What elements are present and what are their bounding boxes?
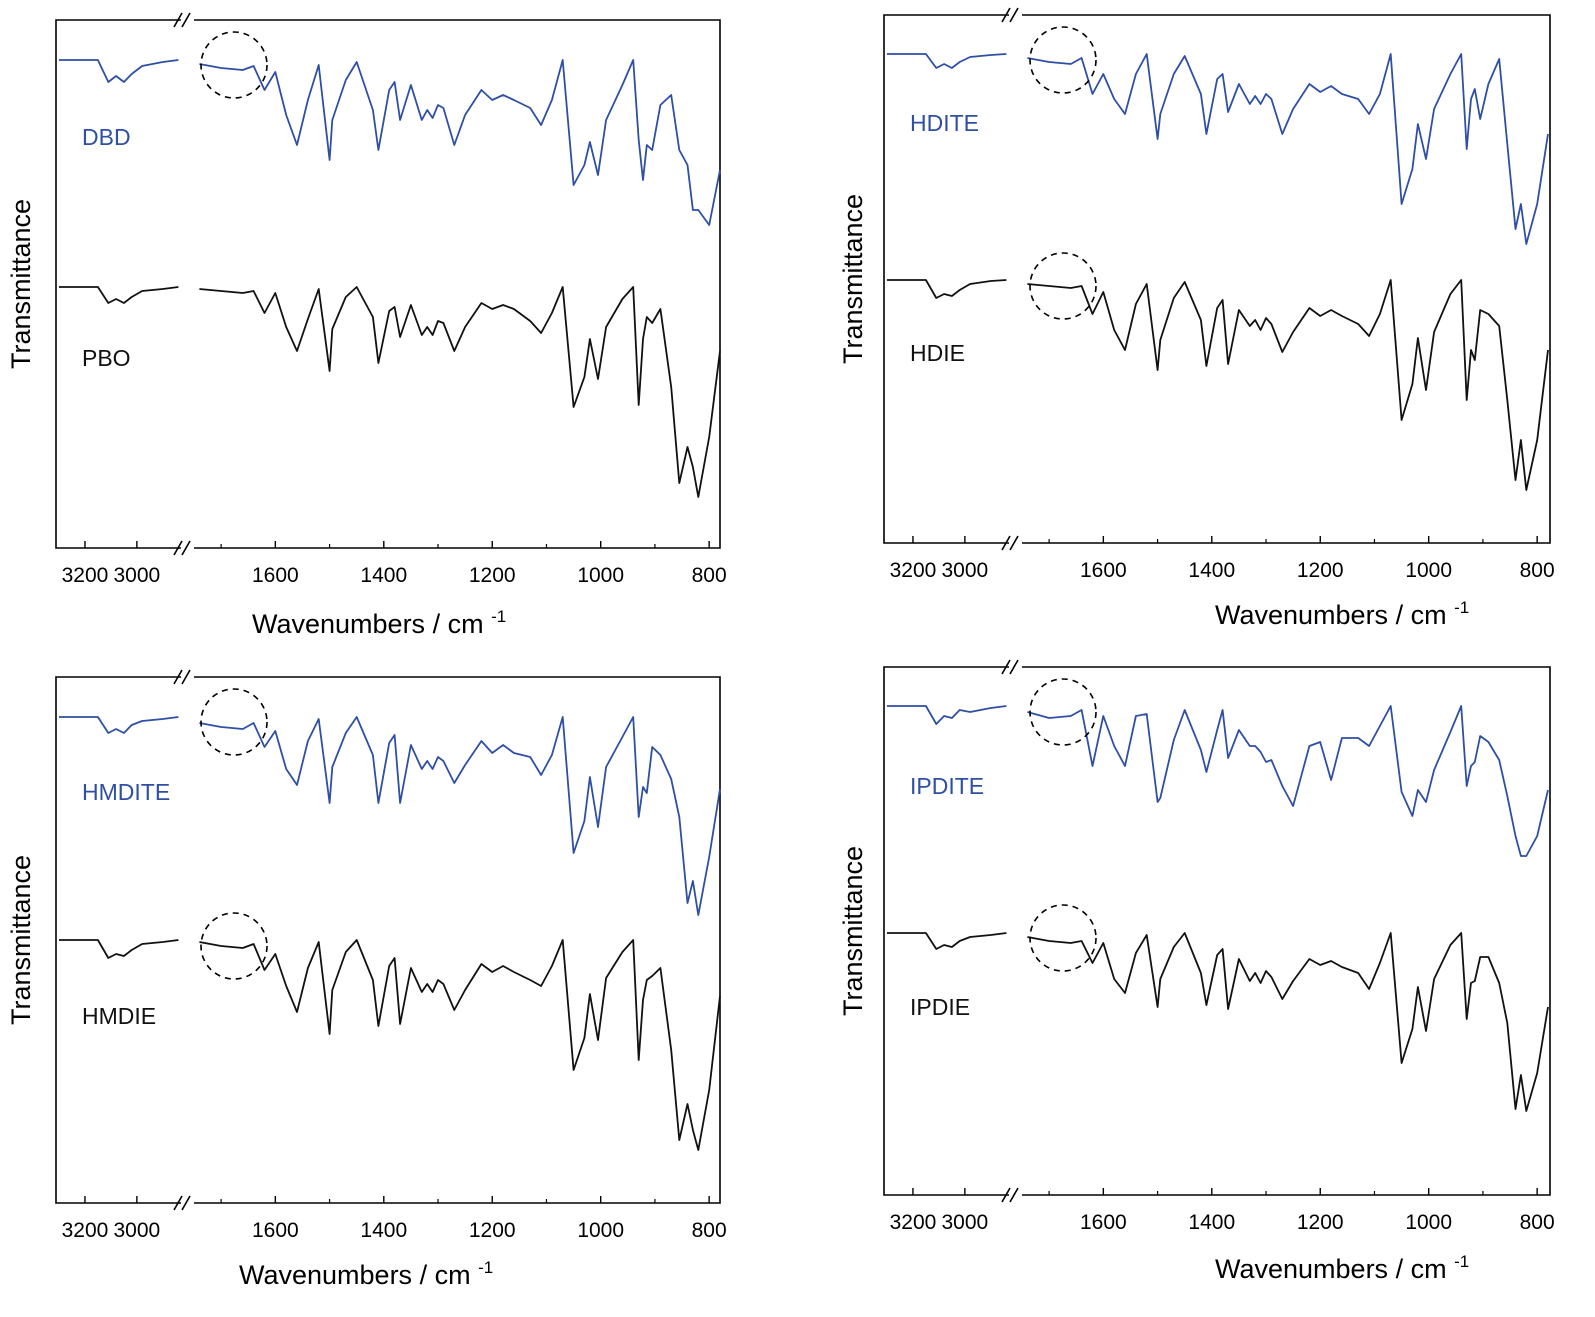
x-tick-label-3200: 3200 [890, 559, 937, 582]
axis-break-mark-bottom-2 [181, 1195, 191, 1211]
highlight-circle-ipdie [1029, 904, 1097, 972]
plot-frame [883, 14, 1551, 544]
axis-break-mark-top-2 [181, 12, 191, 28]
x-tick-label-1000: 1000 [577, 564, 624, 587]
x-axis-label: Wavenumbers / cm -1 [1215, 598, 1469, 630]
x-axis-label: Wavenumbers / cm -1 [1215, 1252, 1469, 1284]
axis-break-mark-bottom-2 [1009, 535, 1019, 551]
x-tick-label-1400: 1400 [360, 1219, 407, 1242]
series-line-hdie-low [1027, 279, 1549, 491]
highlight-circle-hdie [1029, 252, 1097, 320]
x-tick-label-3000: 3000 [942, 1211, 989, 1234]
x-tick-label-1400: 1400 [1188, 1211, 1235, 1234]
chart-panel-4: 3200 3000 1600 1400 1200 1000 800 Wavenumbers /… [838, 659, 1555, 1284]
axis-break-mark-bottom-1 [173, 540, 183, 556]
series-line-ipdie-low [1027, 932, 1549, 1112]
series-line-pbo-low [199, 286, 721, 498]
series-label-ipdite: IPDITE [910, 773, 984, 799]
x-tick-label-1400: 1400 [1188, 559, 1235, 582]
chart-panel-2: 3200 3000 1600 1400 1200 1000 800 Wavenumbers /… [838, 7, 1555, 630]
series-label-pbo: PBO [82, 345, 131, 371]
axis-break-mark-top-1 [173, 12, 183, 28]
y-axis-label: Transmittance [838, 846, 868, 1016]
series-line-hmdie-high [59, 939, 179, 959]
x-tick-label-1000: 1000 [577, 1219, 624, 1242]
plot-frame [55, 676, 721, 1204]
x-tick-label-3000: 3000 [114, 564, 161, 587]
series-line-dbd-low [199, 59, 721, 226]
x-tick-label-3200: 3200 [62, 564, 109, 587]
series-line-hmdite-high [59, 716, 179, 734]
x-tick-label-3000: 3000 [942, 559, 989, 582]
x-tick-label-800: 800 [1520, 559, 1555, 582]
y-axis-label: Transmittance [6, 855, 36, 1025]
x-tick-label-1600: 1600 [252, 564, 299, 587]
axis-break-mark-top-2 [181, 669, 191, 685]
series-label-dbd: DBD [82, 124, 131, 150]
x-tick-label-1000: 1000 [1405, 559, 1452, 582]
series-label-ipdie: IPDIE [910, 994, 970, 1020]
x-tick-label-800: 800 [692, 1219, 727, 1242]
series-label-hmdie: HMDIE [82, 1003, 156, 1029]
x-tick-label-800: 800 [1520, 1211, 1555, 1234]
axis-break-mark-bottom-2 [181, 540, 191, 556]
series-line-hmdie-low [199, 939, 721, 1151]
x-tick-label-800: 800 [692, 564, 727, 587]
axis-break-mark-top-1 [1001, 7, 1011, 23]
series-line-hdie-high [887, 279, 1007, 299]
x-tick-label-3200: 3200 [890, 1211, 937, 1234]
chart-panel-1: 3200 3000 1600 1400 1200 1000 800 Wavenumbers /… [6, 12, 727, 639]
series-line-ipdie-high [887, 932, 1007, 950]
axis-break-mark-bottom-1 [1001, 535, 1011, 551]
series-line-hdite-low [1027, 53, 1549, 245]
x-tick-label-1600: 1600 [1080, 1211, 1127, 1234]
series-label-hmdite: HMDITE [82, 779, 170, 805]
axis-break-mark-top-2 [1009, 659, 1019, 675]
series-label-hdite: HDITE [910, 110, 979, 136]
x-axis-label: Wavenumbers / cm -1 [239, 1258, 493, 1290]
y-axis-label: Transmittance [838, 194, 868, 364]
x-tick-label-1000: 1000 [1405, 1211, 1452, 1234]
y-axis-label: Transmittance [6, 199, 36, 369]
axis-break-mark-top-1 [1001, 659, 1011, 675]
x-tick-label-1200: 1200 [1297, 559, 1344, 582]
series-line-hdite-high [887, 53, 1007, 69]
series-line-pbo-high [59, 286, 179, 304]
chart-panel-3: 3200 3000 1600 1400 1200 1000 800 Wavenumbers /… [6, 669, 727, 1290]
highlight-circle-hmdite [200, 688, 268, 756]
highlight-circle-dbd [200, 31, 268, 99]
axis-break-mark-top-1 [173, 669, 183, 685]
x-tick-label-1600: 1600 [1080, 559, 1127, 582]
axis-break-mark-bottom-1 [173, 1195, 183, 1211]
x-tick-label-1600: 1600 [252, 1219, 299, 1242]
plot-frame [883, 666, 1551, 1196]
axis-break-mark-bottom-2 [1009, 1187, 1019, 1203]
highlight-circle-ipdite [1029, 678, 1097, 746]
series-line-ipdite-low [1027, 705, 1549, 857]
axis-break-mark-top-2 [1009, 7, 1019, 23]
x-tick-label-1200: 1200 [469, 1219, 516, 1242]
series-line-ipdite-high [887, 705, 1007, 725]
series-line-dbd-high [59, 59, 179, 83]
x-tick-label-1200: 1200 [1297, 1211, 1344, 1234]
x-axis-label: Wavenumbers / cm -1 [252, 607, 506, 639]
x-tick-label-3200: 3200 [62, 1219, 109, 1242]
x-tick-label-1200: 1200 [469, 564, 516, 587]
series-line-hmdite-low [199, 716, 721, 916]
axis-break-mark-bottom-1 [1001, 1187, 1011, 1203]
x-tick-label-3000: 3000 [114, 1219, 161, 1242]
x-tick-label-1400: 1400 [360, 564, 407, 587]
highlight-circle-hdite [1029, 26, 1097, 94]
plot-frame [55, 19, 721, 549]
highlight-circle-hmdie [200, 912, 268, 980]
series-label-hdie: HDIE [910, 340, 965, 366]
